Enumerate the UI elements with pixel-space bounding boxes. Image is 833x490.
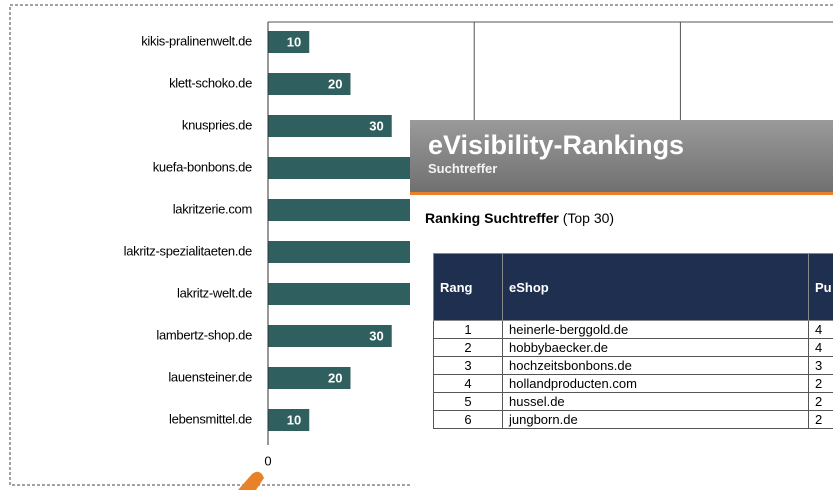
table-cell: 4 (808, 320, 833, 339)
pointer (238, 471, 264, 490)
bar (268, 325, 392, 347)
header-cell: eShop (502, 253, 809, 321)
table-cell: 4 (433, 374, 503, 393)
y-tick-label: lakritz-welt.de (177, 285, 252, 300)
y-tick-label: lakritzerie.com (173, 201, 252, 216)
value-label: 10 (287, 34, 301, 49)
table-row: 3 hochzeitsbonbons.de 3 (433, 356, 833, 375)
value-label: 30 (369, 328, 383, 343)
table-cell: 4 (808, 338, 833, 357)
bar (268, 115, 392, 137)
table-cell: hobbybaecker.de (502, 338, 809, 357)
table-cell: 6 (433, 410, 503, 429)
y-tick-label: klett-schoko.de (169, 75, 252, 90)
table-cell: 3 (808, 356, 833, 375)
table-row: 4 hollandproducten.com 2 (433, 374, 833, 393)
value-label: 10 (287, 412, 301, 427)
table-header: Rang eShop Pu (433, 253, 833, 321)
table-cell: heinerle-berggold.de (502, 320, 809, 339)
table-cell: 1 (433, 320, 503, 339)
bar (268, 283, 433, 305)
table-row: 6 jungborn.de 2 (433, 410, 833, 429)
table-cell: 5 (433, 392, 503, 411)
panel-subtitle: Suchtreffer (428, 161, 498, 176)
y-tick-label: lakritz-spezialitaeten.de (124, 243, 252, 258)
table-cell: 2 (433, 338, 503, 357)
table-cell: 2 (808, 410, 833, 429)
header-cell: Pu (808, 253, 833, 321)
bar (268, 73, 351, 95)
heading-rest: (Top 30) (562, 210, 615, 226)
panel-heading: Ranking Suchtreffer (Top 30) (425, 210, 614, 226)
table-row: 5 hussel.de 2 (433, 392, 833, 411)
x-tick-label: 0 (264, 453, 271, 468)
table-cell: 2 (808, 392, 833, 411)
table-body: 1 heinerle-berggold.de 4 2 hobbybaecker.de 4 3… (433, 320, 833, 429)
table-row: 2 hobbybaecker.de 4 (433, 338, 833, 357)
table-cell: jungborn.de (502, 410, 809, 429)
table-cell: hochzeitsbonbons.de (502, 356, 809, 375)
rankings-panel: eVisibility-Rankings Suchtreffer Ranking… (410, 120, 833, 490)
y-tick-label: knuspries.de (182, 117, 252, 132)
bar (268, 157, 433, 179)
header-cell: Rang (433, 253, 503, 321)
table-cell: 2 (808, 374, 833, 393)
table-cell: hollandproducten.com (502, 374, 809, 393)
y-tick-label: lauensteiner.de (168, 369, 252, 384)
ranking-table: Rang eShop Pu 1 heinerle-berggold.de 4 2 hobby… (433, 253, 833, 429)
table-cell: hussel.de (502, 392, 809, 411)
y-tick-label: lebensmittel.de (169, 411, 252, 426)
value-label: 30 (369, 118, 383, 133)
bar (268, 409, 310, 431)
y-tick-label: kikis-pralinenwelt.de (141, 33, 252, 48)
value-label: 20 (328, 76, 342, 91)
bar (268, 367, 351, 389)
bar (268, 31, 310, 53)
y-tick-label: kuefa-bonbons.de (153, 159, 252, 174)
panel-title: eVisibility-Rankings (428, 130, 685, 160)
panel-header: eVisibility-Rankings Suchtreffer (410, 120, 833, 195)
heading-bold: Ranking Suchtreffer (425, 210, 559, 226)
table-cell: 3 (433, 356, 503, 375)
table-row: 1 heinerle-berggold.de 4 (433, 320, 833, 339)
y-tick-label: lambertz-shop.de (156, 327, 252, 342)
value-label: 20 (328, 370, 342, 385)
